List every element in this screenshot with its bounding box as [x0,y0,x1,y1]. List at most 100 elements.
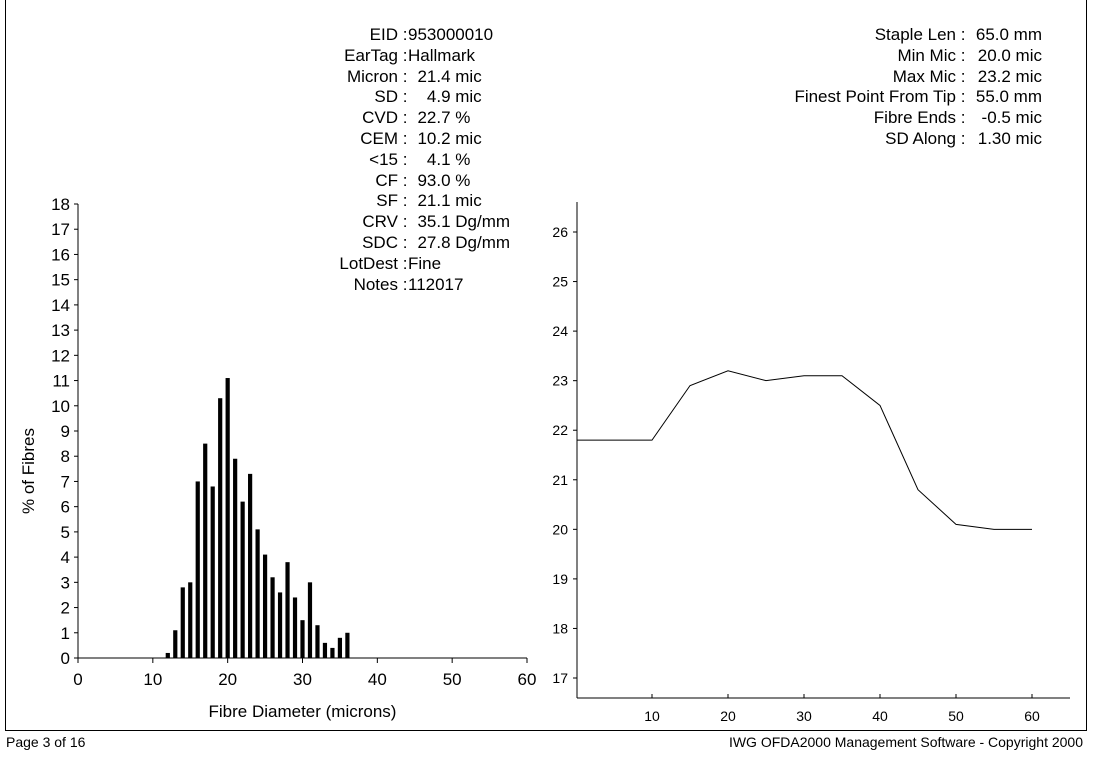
x-tick-label: 20 [218,670,237,689]
stat-value: 953000010 [408,25,494,44]
histogram-bar [322,642,328,658]
separator: : [398,253,408,273]
y-tick-label: 8 [61,447,70,466]
histogram-bar [248,473,253,658]
profile-line [577,370,1032,530]
y-tick-label: 1 [61,624,70,643]
stat-row: Micron : 21.4 mic [300,67,538,88]
separator: : [956,25,966,44]
separator: : [398,212,408,232]
stat-row: SD : 4.9 mic [300,87,538,108]
histogram-bar [195,481,200,658]
stat-label: SDC [362,232,398,252]
y-tick-label: 2 [61,599,70,618]
separator: : [398,274,408,294]
y-tick-label: 17 [51,220,70,239]
stat-value: 22.7 % [408,108,471,128]
length-stat-label: Min Mic [897,45,956,65]
x-tick-label: 60 [1024,708,1040,724]
x-tick-label: 40 [872,708,888,724]
length-stat-label: Max Mic [892,66,956,86]
x-tick-label: 40 [368,670,387,689]
stat-label: SF [376,191,398,211]
histogram-bar [337,637,343,658]
stat-row: SDC : 27.8 Dg/mm [300,233,538,254]
y-tick-label: 6 [61,498,70,517]
histogram-bar [240,501,245,658]
separator: : [956,87,966,107]
y-tick-label: 25 [552,274,568,290]
stat-value: 112017 [408,274,464,294]
histogram-bar [300,620,305,658]
y-tick-label: 0 [61,649,70,668]
length-stat-row: Fibre Ends : -0.5 mic [720,108,1042,129]
y-tick-label: 21 [552,472,568,488]
histogram-bar [203,443,208,658]
y-tick-label: 17 [552,670,568,686]
stat-value: Fine [408,253,442,273]
y-tick-label: 23 [552,373,568,389]
x-tick-label: 50 [948,708,964,724]
stat-label: CRV [362,212,398,232]
separator: : [398,128,408,148]
histogram-bar [285,562,290,658]
histogram-bar [270,577,275,658]
y-tick-label: 3 [61,573,70,592]
histogram-bar [330,647,335,658]
sample-info-left: EID :953000010 EarTag : Hallmark Micron : 2… [300,25,538,295]
histogram-bar [255,529,260,658]
histogram-bar [315,625,320,658]
stat-value: 4.9 mic [408,87,482,107]
y-tick-label: 14 [51,296,70,315]
length-stat-label: Staple Len [874,25,956,44]
profile-chart: 17 18 19 20 21 22 23 24 25 26 10 20 30 40 50 60 [552,202,1070,724]
stat-row: CVD : 22.7 % [300,108,538,129]
histogram-bar [292,597,298,658]
stat-label: CEM [360,128,398,148]
length-stat-value: 23.2 mic [977,66,1042,86]
histogram-bar [210,486,215,658]
y-tick-label: 7 [61,472,70,491]
y-tick-label: 26 [552,224,568,240]
stat-label: Notes [353,274,398,294]
separator: : [956,66,966,86]
length-stat-value: 20.0 mic [977,45,1042,65]
separator: : [398,149,408,169]
stat-row: SF : 21.1 mic [300,191,538,212]
stat-value: 21.4 mic [408,66,482,86]
x-tick-label: 20 [720,708,736,724]
x-tick-label: 30 [796,708,812,724]
stat-row: Notes :112017 [300,275,538,296]
histogram-bar [218,398,223,658]
histogram-bar [225,378,230,658]
length-stat-row: Finest Point From Tip :55.0 mm [720,87,1042,108]
stat-row: CEM : 10.2 mic [300,129,538,150]
sample-info-right: Staple Len :65.0 mm Min Mic :20.0 mic Max … [720,25,1042,150]
separator: : [398,170,408,190]
length-stat-value: -0.5 mic [981,108,1042,128]
separator: : [398,108,408,128]
stat-value: Hallmark [408,45,476,65]
stat-label: CF [375,170,398,190]
x-tick-label: 30 [293,670,312,689]
length-stat-value: 1.30 mic [977,128,1042,148]
length-stat-row: SD Along :1.30 mic [720,129,1042,150]
y-tick-label: 4 [61,548,70,567]
histogram-bar [345,632,350,658]
histogram-bar [173,630,178,658]
stat-label: Micron [346,66,398,86]
length-stat-label: Fibre Ends [873,108,956,128]
y-tick-label: 5 [61,523,70,542]
length-stat-row: Max Mic :23.2 mic [720,67,1042,88]
separator: : [956,45,966,65]
stat-value: 4.1 % [408,149,471,169]
stat-row: EarTag : Hallmark [300,46,538,67]
histogram-bar [307,582,313,658]
separator: : [398,87,408,107]
y-tick-label: 16 [51,245,70,264]
y-tick-label: 18 [552,620,568,636]
separator: : [398,191,408,211]
stat-value: 10.2 mic [408,128,482,148]
page-number: Page 3 of 16 [6,734,86,750]
separator: : [956,108,966,128]
